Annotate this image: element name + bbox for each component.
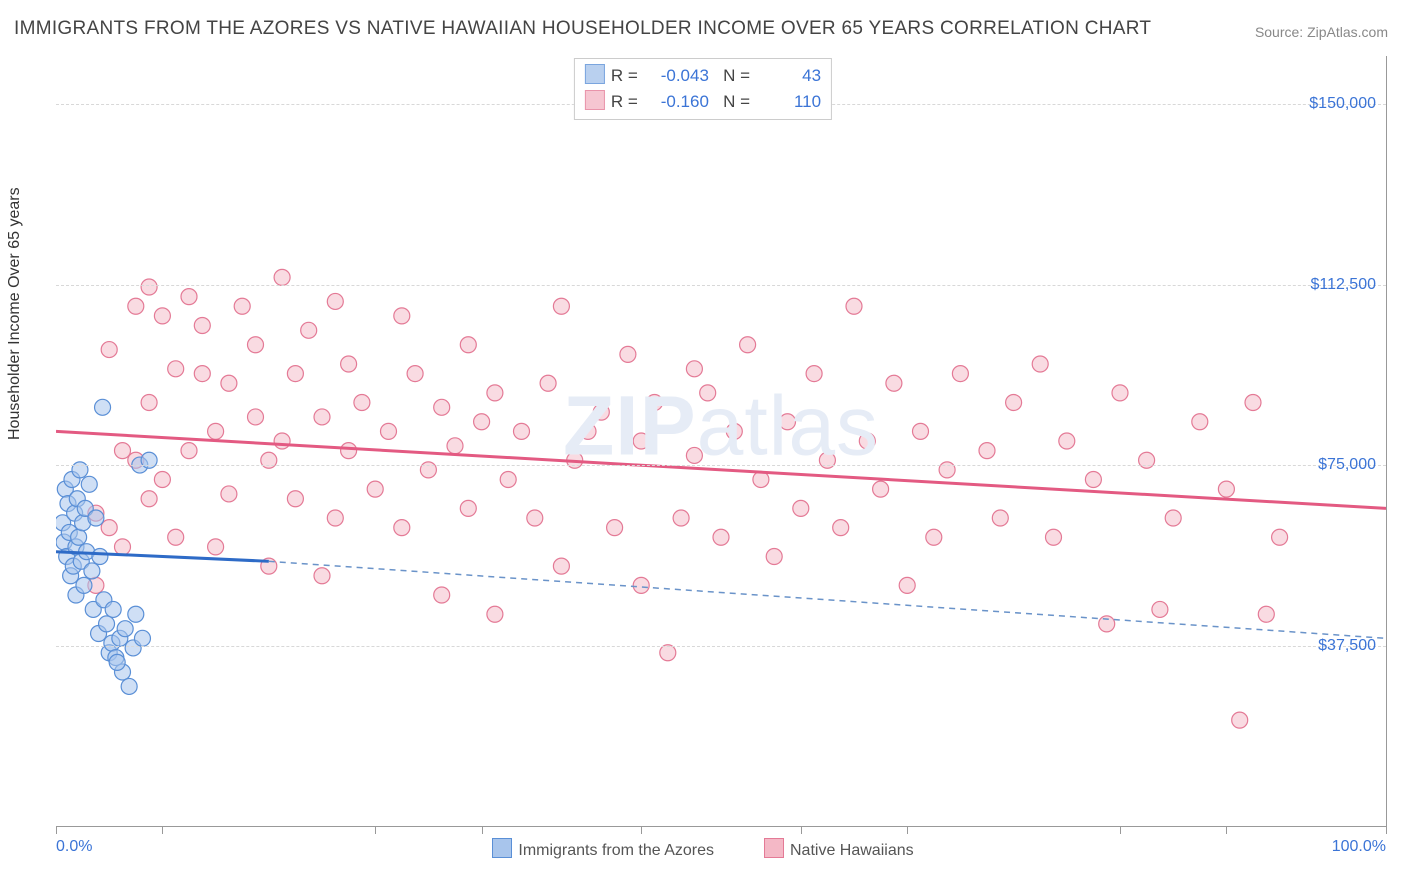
x-tick <box>1226 826 1227 834</box>
series-legend: Immigrants from the Azores Native Hawaiia… <box>0 838 1406 860</box>
source-label: Source: ZipAtlas.com <box>1255 24 1388 40</box>
stats-legend: R =-0.043 N =43R =-0.160 N =110 <box>574 58 832 120</box>
x-tick <box>56 826 57 834</box>
legend-swatch <box>764 838 784 858</box>
gridline <box>56 646 1386 647</box>
legend-item: Immigrants from the Azores <box>492 842 714 859</box>
x-tick <box>1386 826 1387 834</box>
chart-title: IMMIGRANTS FROM THE AZORES VS NATIVE HAW… <box>14 18 1151 40</box>
y-tick-label: $75,000 <box>1318 456 1376 474</box>
gridline <box>56 285 1386 286</box>
y-axis-label: Householder Income Over 65 years <box>6 187 24 440</box>
y-tick-label: $150,000 <box>1309 95 1376 113</box>
x-tick <box>801 826 802 834</box>
x-tick <box>482 826 483 834</box>
y-tick-label: $37,500 <box>1318 637 1376 655</box>
chart-plot-area: ZIPatlas $37,500$75,000$112,500$150,000 <box>56 56 1387 827</box>
legend-swatch <box>585 90 605 110</box>
x-tick <box>907 826 908 834</box>
legend-item: Native Hawaiians <box>764 842 914 859</box>
x-tick <box>162 826 163 834</box>
scatter-svg <box>56 56 1386 826</box>
stats-row: R =-0.160 N =110 <box>585 89 821 115</box>
x-tick <box>641 826 642 834</box>
y-tick-label: $112,500 <box>1310 276 1376 294</box>
stats-row: R =-0.043 N =43 <box>585 63 821 89</box>
gridline <box>56 465 1386 466</box>
x-tick <box>1120 826 1121 834</box>
legend-swatch <box>492 838 512 858</box>
x-tick <box>375 826 376 834</box>
legend-swatch <box>585 64 605 84</box>
